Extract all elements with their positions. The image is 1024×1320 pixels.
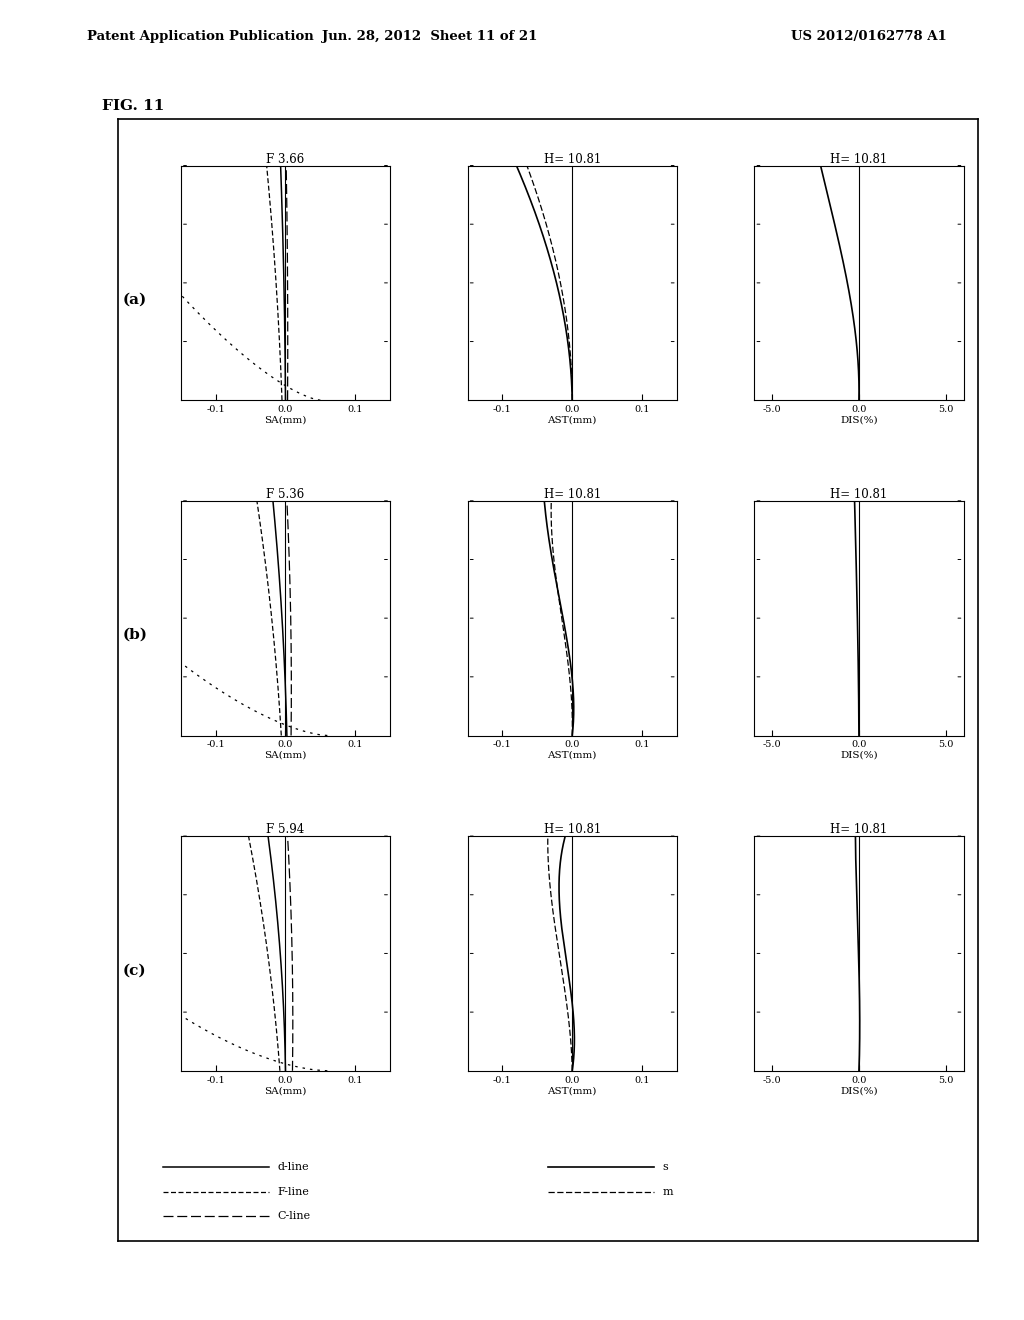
- Text: (a): (a): [123, 293, 147, 306]
- Title: F 5.94: F 5.94: [266, 824, 304, 836]
- Text: C-line: C-line: [278, 1212, 310, 1221]
- Text: (b): (b): [123, 628, 147, 642]
- Title: H= 10.81: H= 10.81: [544, 488, 601, 500]
- Text: m: m: [663, 1187, 673, 1197]
- X-axis label: AST(mm): AST(mm): [548, 1086, 597, 1096]
- Text: Jun. 28, 2012  Sheet 11 of 21: Jun. 28, 2012 Sheet 11 of 21: [323, 30, 538, 44]
- Title: H= 10.81: H= 10.81: [544, 153, 601, 165]
- Text: (c): (c): [123, 964, 146, 977]
- X-axis label: AST(mm): AST(mm): [548, 751, 597, 760]
- Text: Patent Application Publication: Patent Application Publication: [87, 30, 313, 44]
- X-axis label: SA(mm): SA(mm): [264, 751, 306, 760]
- Text: F-line: F-line: [278, 1187, 309, 1197]
- Title: H= 10.81: H= 10.81: [544, 824, 601, 836]
- Title: F 3.66: F 3.66: [266, 153, 304, 165]
- Text: FIG. 11: FIG. 11: [102, 99, 165, 114]
- Title: H= 10.81: H= 10.81: [830, 153, 888, 165]
- Text: s: s: [663, 1163, 669, 1172]
- X-axis label: DIS(%): DIS(%): [840, 1086, 878, 1096]
- Title: H= 10.81: H= 10.81: [830, 824, 888, 836]
- Title: F 5.36: F 5.36: [266, 488, 304, 500]
- Title: H= 10.81: H= 10.81: [830, 488, 888, 500]
- X-axis label: SA(mm): SA(mm): [264, 1086, 306, 1096]
- Text: d-line: d-line: [278, 1163, 309, 1172]
- Text: US 2012/0162778 A1: US 2012/0162778 A1: [792, 30, 947, 44]
- X-axis label: DIS(%): DIS(%): [840, 751, 878, 760]
- X-axis label: DIS(%): DIS(%): [840, 416, 878, 425]
- X-axis label: SA(mm): SA(mm): [264, 416, 306, 425]
- X-axis label: AST(mm): AST(mm): [548, 416, 597, 425]
